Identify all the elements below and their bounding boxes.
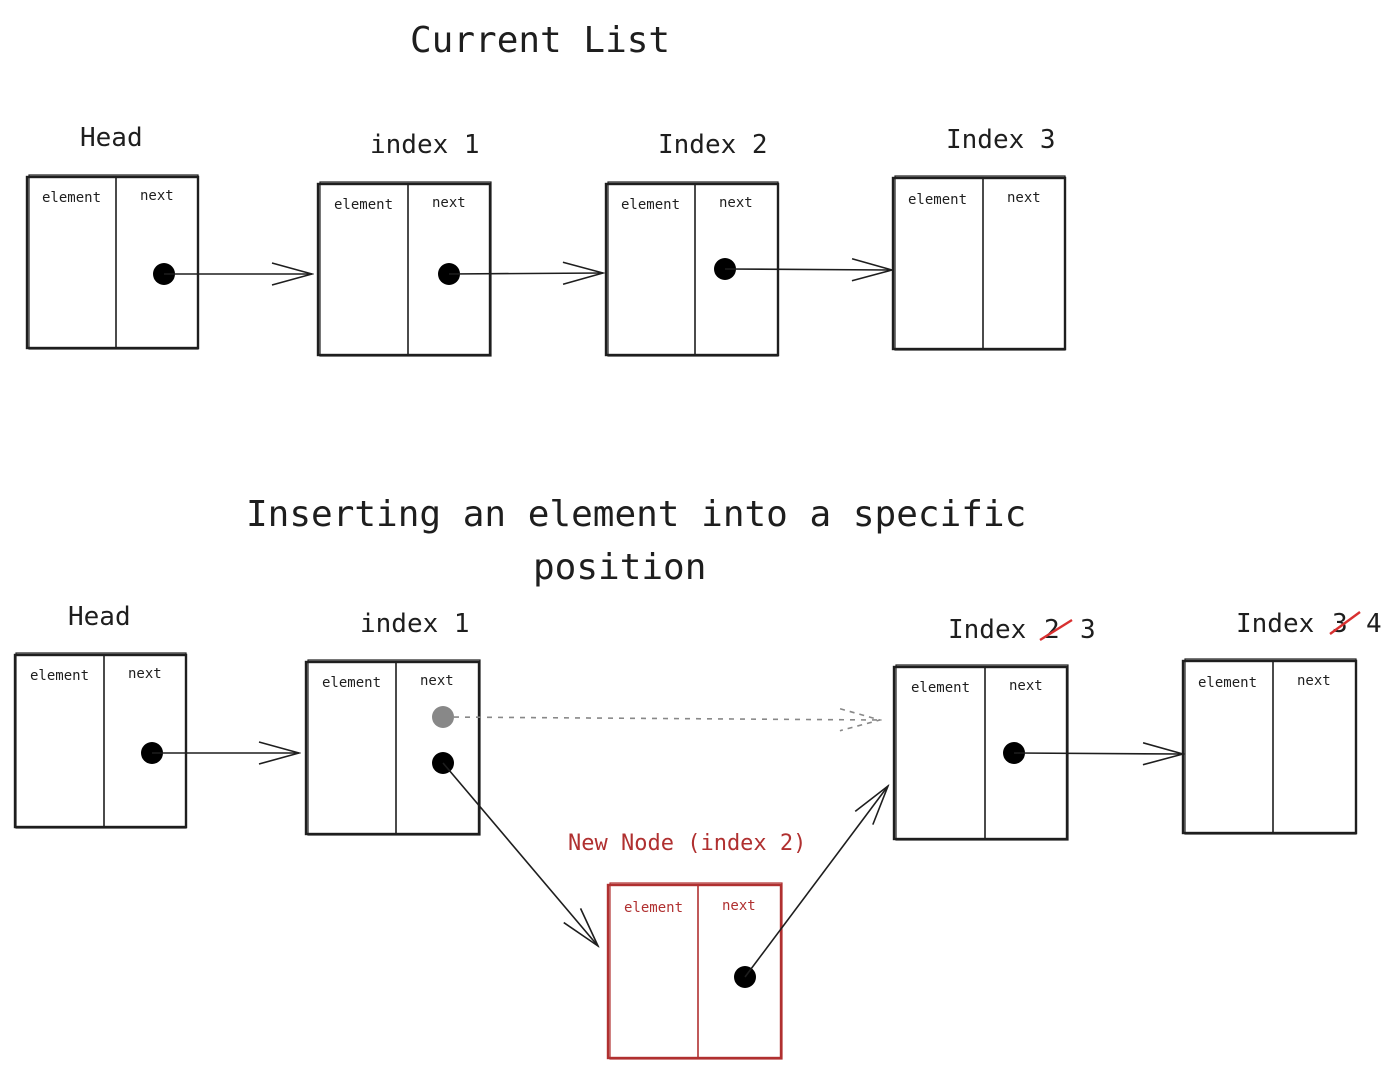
bottom-arrow-index-3-to-index-4	[1013, 753, 1183, 754]
bottom-node-index-4-element: element	[1198, 675, 1257, 691]
bottom-node-index-3-strikethrough	[1039, 618, 1073, 642]
bottom-node-index-1: index 1 element next	[304, 609, 481, 836]
bottom-arrow-old-link	[442, 717, 880, 720]
insert-title-line-1: Inserting an element into a specific	[246, 494, 1026, 535]
bottom-node-head-element: element	[30, 668, 89, 684]
bottom-node-index-4-label-prefix: Index	[1236, 609, 1314, 639]
top-arrow-index-2-to-index-3	[724, 269, 892, 270]
bottom-node-index-3-label-prefix: Index	[948, 615, 1026, 645]
top-node-index-2-element: element	[621, 197, 680, 213]
bottom-node-index-4-new-index: 4	[1366, 609, 1382, 639]
bottom-node-index-1-element: element	[322, 675, 381, 691]
top-node-head-element: element	[42, 190, 101, 206]
bottom-node-index-3-old-index: 2	[1044, 615, 1060, 645]
bottom-arrow-index-1-to-new-node	[442, 762, 598, 946]
bottom-arrow-new-node-to-index-3	[744, 786, 888, 978]
bottom-node-index-4-old-index: 3	[1332, 609, 1348, 639]
bottom-node-index-4: Index 3 4 element next	[1181, 609, 1382, 835]
bottom-node-index-3: Index 2 3 element next	[892, 615, 1096, 841]
bottom-node-index-4-strikethrough	[1329, 611, 1361, 635]
current-list-title: Current List	[410, 20, 670, 61]
bottom-node-index-1-next: next	[420, 673, 454, 689]
top-node-index-1-label: index 1	[370, 130, 480, 160]
top-arrow-index-1-to-index-2	[448, 273, 603, 274]
top-node-head-next: next	[140, 188, 174, 204]
top-node-index-3-label: Index 3	[946, 125, 1056, 155]
insert-title-line-2: position	[533, 547, 706, 588]
top-node-index-1-next: next	[432, 195, 466, 211]
bottom-node-index-1-label: index 1	[360, 609, 470, 639]
new-node: New Node (index 2) element next	[568, 831, 806, 1060]
top-node-head-label: Head	[80, 123, 143, 153]
bottom-node-head-label: Head	[68, 602, 131, 632]
bottom-node-index-3-element: element	[911, 680, 970, 696]
top-node-head: Head element next	[25, 123, 200, 350]
top-node-index-2-next: next	[719, 195, 753, 211]
bottom-node-index-3-new-index: 3	[1080, 615, 1096, 645]
top-node-index-1: index 1 element next	[316, 130, 492, 357]
new-node-label: New Node (index 2)	[568, 831, 806, 856]
top-node-index-2-label: Index 2	[658, 130, 768, 160]
bottom-node-head-next: next	[128, 666, 162, 682]
top-node-index-3-next: next	[1007, 190, 1041, 206]
bottom-node-index-4-next: next	[1297, 673, 1331, 689]
new-node-next: next	[722, 898, 756, 914]
top-node-index-2: Index 2 element next	[604, 130, 780, 357]
top-node-index-3: Index 3 element next	[891, 125, 1067, 351]
top-node-index-3-element: element	[908, 192, 967, 208]
new-node-element: element	[624, 900, 683, 916]
top-node-index-1-element: element	[334, 197, 393, 213]
bottom-node-head: Head element next	[13, 602, 188, 829]
bottom-node-index-3-next: next	[1009, 678, 1043, 694]
